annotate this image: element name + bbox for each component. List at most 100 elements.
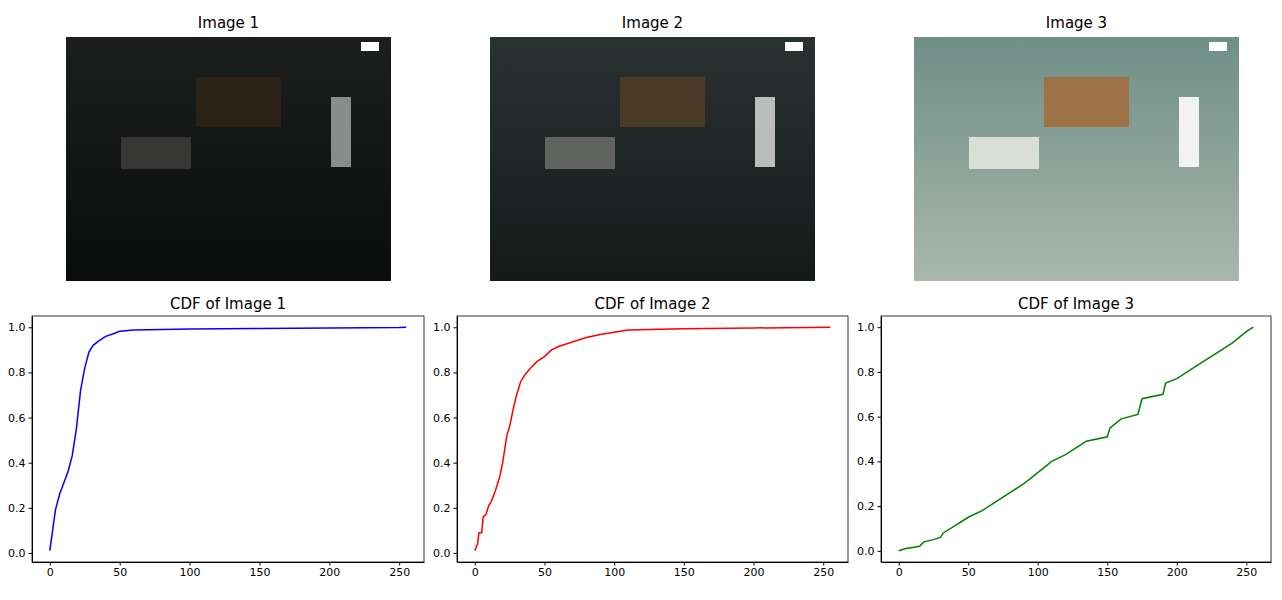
chart-title: CDF of Image 1 [170,295,286,313]
x-tick-label: 0 [472,566,479,579]
x-tick: 50 [113,562,127,579]
y-tick: 0.0 [433,547,457,560]
y-tick-label: 0.0 [857,545,875,558]
y-axis: 0.00.20.40.60.81.0 [857,317,882,563]
x-tick-mark [754,562,755,566]
image-panel: Image 1 [66,14,391,281]
x-tick: 50 [538,562,552,579]
photo-detail [1044,77,1129,127]
y-tick-mark [878,372,882,373]
y-tick-mark [29,372,33,373]
y-tick-mark [454,553,458,554]
x-tick-label: 50 [962,566,976,579]
x-tick-mark [1177,562,1178,566]
image-panel: Image 3 [914,14,1239,281]
plot-frame [457,316,848,562]
x-tick-mark [823,562,824,566]
y-tick-mark [878,417,882,418]
x-tick-mark [1038,562,1039,566]
chart-title: CDF of Image 3 [1018,295,1134,313]
y-tick-mark [878,461,882,462]
x-tick-label: 100 [180,566,201,579]
photo-detail [755,97,775,167]
cdf-line [899,327,1254,551]
y-tick: 0.2 [857,500,881,513]
x-tick-mark [544,562,545,566]
photo-detail [1209,42,1227,51]
y-tick-label: 1.0 [433,321,451,334]
x-tick: 100 [604,562,625,579]
y-tick: 0.4 [8,457,32,470]
photo-detail [969,137,1039,169]
y-tick: 0.8 [8,366,32,379]
x-tick: 200 [319,562,340,579]
y-tick-mark [878,506,882,507]
y-tick-mark [454,508,458,509]
y-tick-mark [29,418,33,419]
y-tick: 0.0 [8,547,32,560]
y-tick-label: 0.2 [8,502,26,515]
photo [66,37,391,281]
x-tick-mark [1246,562,1247,566]
x-tick-mark [120,562,121,566]
chart: 0501001502002500.00.20.40.60.81.0CDF of … [433,295,849,579]
chart: 0501001502002500.00.20.40.60.81.0CDF of … [857,295,1272,579]
x-tick: 250 [389,562,410,579]
x-axis: 050100150200250 [33,562,425,579]
x-axis: 0 50 100 150 200 250 [458,562,849,579]
photo-detail [1179,97,1199,167]
x-tick-label: 250 [389,566,410,579]
image-title: Image 1 [198,14,259,32]
y-tick-label: 0.4 [433,457,451,470]
y-tick-mark [454,418,458,419]
x-tick-label: 250 [813,566,834,579]
plot-area [475,327,830,550]
x-tick-label: 150 [674,566,695,579]
plot-area [899,327,1254,551]
x-tick: 150 [1097,562,1118,579]
y-tick: 0.8 [433,366,457,379]
x-tick: 150 [674,562,695,579]
x-tick: 0 [47,562,54,579]
photo-detail [361,42,379,51]
y-tick-mark [878,327,882,328]
x-axis: 0 50 100 150 200 250 [882,562,1272,579]
x-tick-label: 250 [1236,566,1257,579]
x-tick: 100 [1028,562,1049,579]
y-tick: 0.6 [8,412,32,425]
y-tick-mark [29,327,33,328]
x-tick: 50 [962,562,976,579]
image-title: Image 2 [622,14,683,32]
x-tick-label: 100 [604,566,625,579]
photo-detail [121,137,191,169]
y-tick: 0.4 [433,457,457,470]
y-tick-label: 0.6 [857,411,875,424]
y-tick: 0.0 [857,545,881,558]
y-tick-label: 0.2 [857,500,875,513]
y-tick-label: 0.6 [433,412,451,425]
plot-frame [881,316,1271,562]
x-tick-label: 200 [744,566,765,579]
y-tick-label: 0.8 [8,366,26,379]
x-tick-label: 100 [1028,566,1049,579]
y-tick: 1.0 [433,321,457,334]
x-tick-mark [190,562,191,566]
chart: 0501001502002500.00.20.40.60.81.0CDF of … [8,295,425,579]
x-tick-label: 50 [538,566,552,579]
plot-frame [32,316,424,562]
x-tick-label: 0 [896,566,903,579]
y-tick-label: 1.0 [8,321,26,334]
y-axis: 0.00.20.40.60.81.0 [433,317,458,563]
x-tick: 0 [896,562,903,579]
x-tick-label: 150 [1097,566,1118,579]
x-tick-label: 200 [1167,566,1188,579]
y-tick: 0.6 [857,411,881,424]
plot-area [50,327,406,550]
x-tick-mark [684,562,685,566]
y-tick-mark [29,463,33,464]
photo-detail [331,97,351,167]
y-tick-label: 0.0 [433,547,451,560]
x-tick-mark [475,562,476,566]
x-tick: 250 [1236,562,1257,579]
x-tick-mark [1107,562,1108,566]
